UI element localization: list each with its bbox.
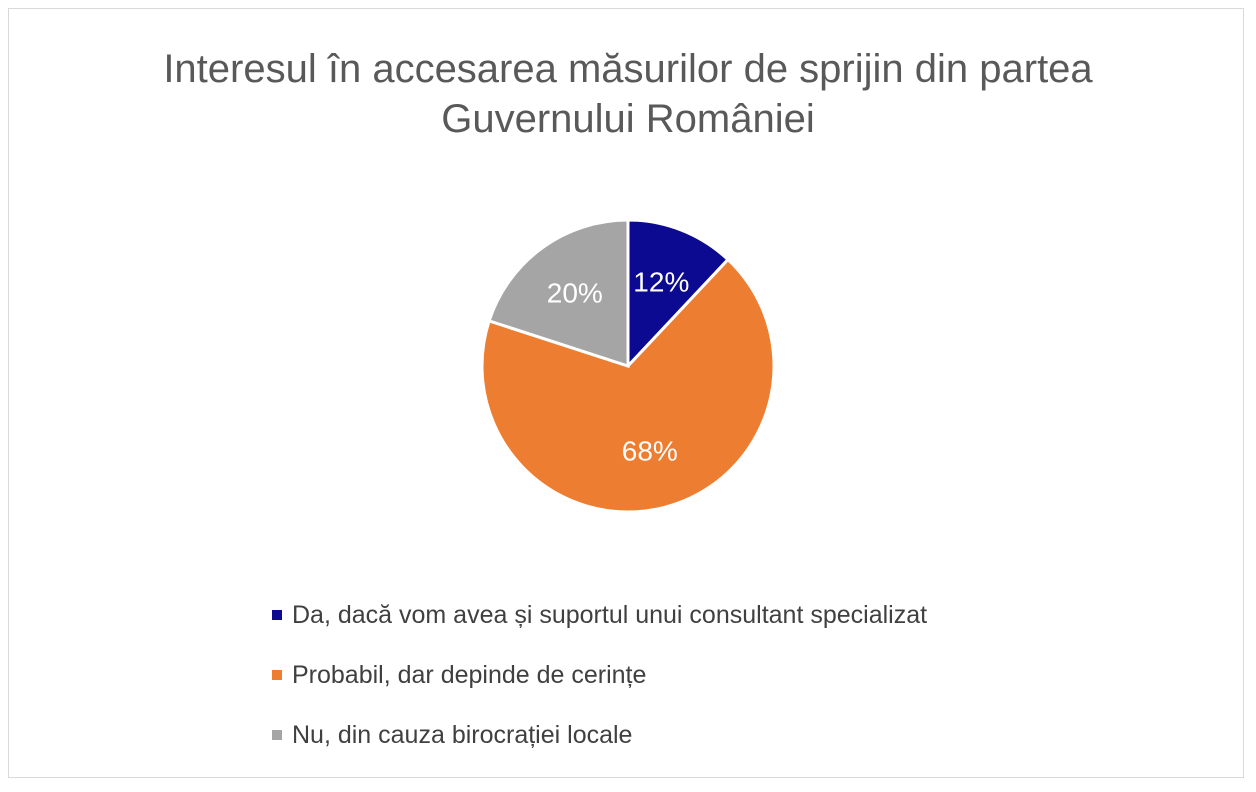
pie-slice-probabil [480,257,776,514]
pie-slice-da [626,218,731,370]
legend-swatch-nu [272,730,282,740]
data-label-nu: 20% [547,277,603,308]
data-label-probabil: 68% [622,435,678,466]
legend-label-nu: Nu, din cauza birocrației locale [292,720,633,749]
data-label-da: 12% [633,266,689,297]
legend-item-da: Da, dacă vom avea și suportul unui consu… [272,596,927,634]
legend-item-probabil: Probabil, dar depinde de cerințe [272,656,927,694]
legend: Da, dacă vom avea și suportul unui consu… [272,596,927,776]
chart-title: Interesul în accesarea măsurilor de spri… [0,44,1256,144]
legend-item-nu: Nu, din cauza birocrației locale [272,716,927,754]
legend-label-probabil: Probabil, dar depinde de cerințe [292,660,647,689]
legend-label-da: Da, dacă vom avea și suportul unui consu… [292,600,928,629]
legend-swatch-da [272,610,282,620]
legend-swatch-probabil [272,670,282,680]
pie-slice-nu [487,218,630,369]
chart-title-line-2: Guvernului României [441,97,815,141]
chart-title-line-1: Interesul în accesarea măsurilor de spri… [163,47,1093,91]
